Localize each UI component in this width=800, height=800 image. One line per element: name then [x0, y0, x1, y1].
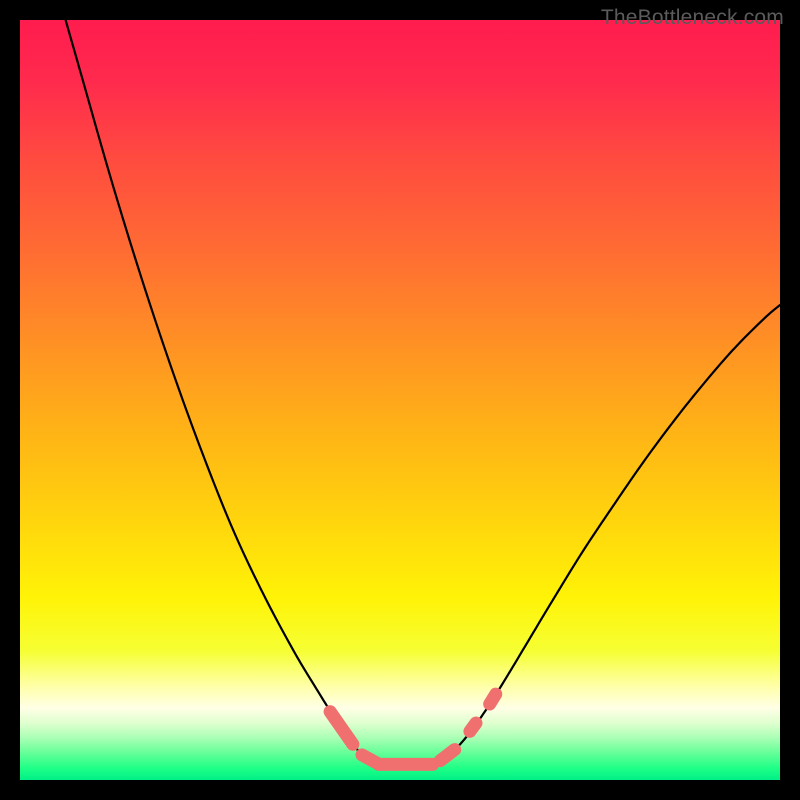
chart-container: TheBottleneck.com — [0, 0, 800, 800]
chart-background — [20, 20, 780, 780]
overlay-segment — [490, 694, 496, 704]
overlay-segment — [440, 750, 454, 761]
chart-svg — [0, 0, 800, 800]
overlay-segment — [470, 723, 476, 731]
